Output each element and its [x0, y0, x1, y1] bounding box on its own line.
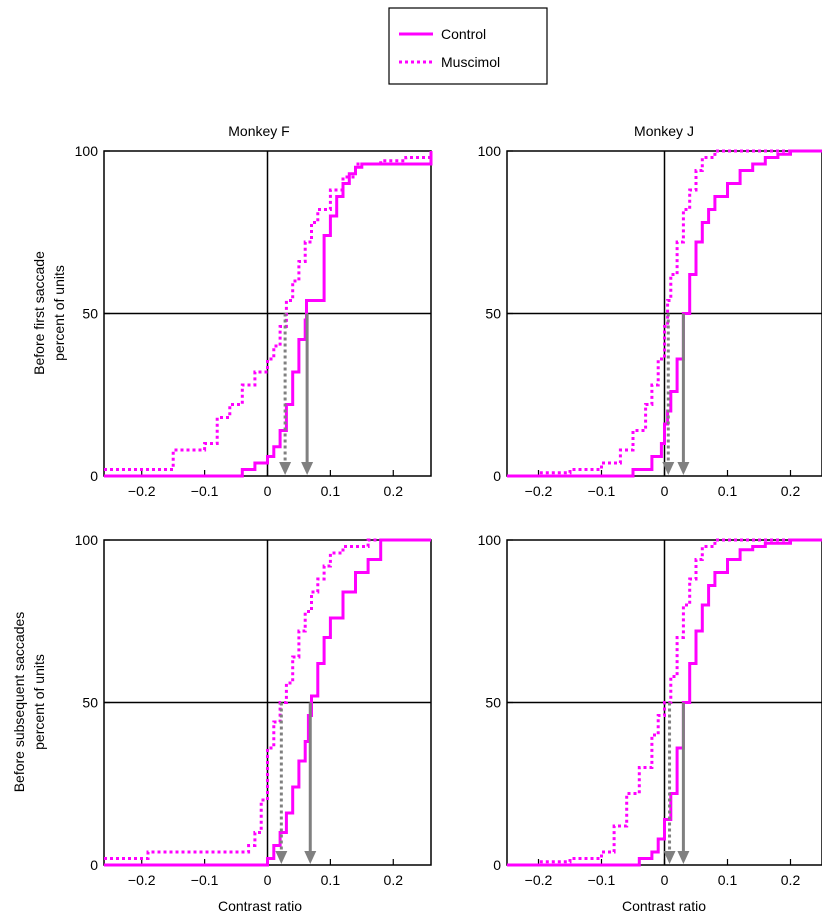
panel-title: Monkey J: [634, 123, 694, 139]
plot-area: −0.2 −0.1 0 0.1 0.2 0 50 100: [478, 143, 822, 499]
x-tick-label: −0.1: [588, 483, 616, 499]
series-control-line: [507, 538, 822, 867]
legend-control-label: Control: [441, 26, 486, 42]
control-median-arrow-head: [304, 851, 317, 864]
y-axis-label-line2: percent of units: [31, 654, 47, 750]
x-tick-label: −0.2: [128, 483, 156, 499]
control-median-arrow-head: [301, 462, 314, 475]
x-tick-label: −0.1: [191, 872, 219, 888]
plot-area: −0.2 −0.1 0 0.1 0.2 0 50 100: [478, 532, 822, 888]
y-tick-label: 100: [75, 532, 99, 548]
panel-monkey-f-subsequent: Before subsequent saccades percent of un…: [11, 532, 432, 914]
x-tick-label: 0: [264, 483, 272, 499]
y-tick-label: 50: [485, 306, 501, 322]
x-tick-label: 0: [264, 872, 272, 888]
y-tick-label: 50: [82, 306, 98, 322]
panel-title: Monkey F: [228, 123, 289, 139]
control-median-arrow-head: [677, 462, 690, 475]
y-tick-label: 0: [90, 468, 98, 484]
panel-monkey-j-first: Monkey J −0.2 −0.1 0 0.1 0.2 0 50 100: [478, 123, 822, 499]
y-tick-label: 0: [493, 468, 501, 484]
muscimol-median-arrow-head: [275, 851, 288, 864]
x-tick-label: 0.1: [718, 872, 738, 888]
x-tick-label: 0.2: [781, 872, 801, 888]
muscimol-median-arrow-head: [279, 462, 292, 475]
x-tick-label: 0: [661, 872, 669, 888]
y-axis-label-line2: percent of units: [51, 265, 67, 361]
muscimol-median-arrow-head: [663, 851, 676, 864]
series-muscimol-line: [104, 538, 431, 860]
x-tick-label: 0: [661, 483, 669, 499]
x-tick-label: 0.1: [718, 483, 738, 499]
y-axis-label-line1: Before subsequent saccades: [11, 612, 27, 793]
x-tick-label: 0.2: [384, 483, 404, 499]
plot-area: −0.2 −0.1 0 0.1 0.2 0 50 100: [75, 532, 432, 888]
y-tick-label: 100: [478, 143, 502, 159]
legend-box: [388, 7, 548, 85]
y-tick-label: 50: [485, 695, 501, 711]
plot-area: −0.2 −0.1 0 0.1 0.2 0 50 100: [75, 143, 433, 499]
y-tick-label: 100: [75, 143, 99, 159]
series-muscimol-line: [507, 149, 822, 478]
legend: Control Muscimol: [388, 7, 548, 85]
series-control-line: [507, 149, 822, 478]
legend-muscimol-label: Muscimol: [441, 54, 500, 70]
series-muscimol-line: [507, 538, 822, 867]
y-axis-label-line1: Before first saccade: [31, 251, 47, 375]
panel-monkey-j-subsequent: Contrast ratio −0.2 −0.1 0 0.1 0.2 0 50 100: [478, 532, 822, 914]
x-tick-label: −0.2: [128, 872, 156, 888]
x-tick-label: −0.1: [588, 872, 616, 888]
muscimol-median-arrow-head: [662, 462, 675, 475]
x-tick-label: 0.1: [321, 872, 341, 888]
x-axis-label: Contrast ratio: [622, 898, 706, 914]
x-tick-label: 0.1: [321, 483, 341, 499]
x-tick-label: −0.1: [191, 483, 219, 499]
x-tick-label: −0.2: [525, 483, 553, 499]
x-axis-label: Contrast ratio: [218, 898, 302, 914]
x-tick-label: 0.2: [781, 483, 801, 499]
y-tick-label: 50: [82, 695, 98, 711]
y-tick-label: 100: [478, 532, 502, 548]
control-median-arrow-head: [677, 851, 690, 864]
x-tick-label: 0.2: [384, 872, 404, 888]
y-tick-label: 0: [493, 857, 501, 873]
y-tick-label: 0: [90, 857, 98, 873]
series-control-line: [104, 151, 433, 478]
x-tick-label: −0.2: [525, 872, 553, 888]
panel-monkey-f-first: Monkey F Before first saccade percent of…: [31, 123, 433, 499]
